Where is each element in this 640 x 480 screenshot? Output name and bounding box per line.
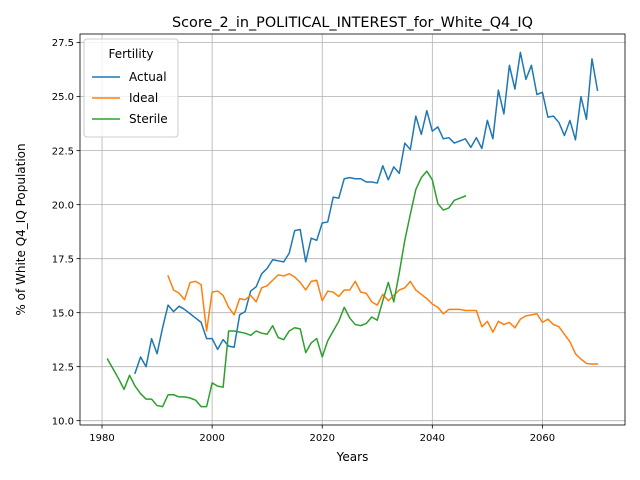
x-axis-ticks: 1980 2000 2020 2040 2060 [89, 425, 555, 444]
y-axis-ticks: 10.0 12.5 15.0 17.5 20.0 22.5 25.0 27.5 [52, 38, 80, 427]
legend-label-sterile: Sterile [129, 112, 168, 126]
plot-series [106, 51, 599, 408]
series-line-actual [134, 51, 599, 375]
legend-label-ideal: Ideal [129, 91, 158, 105]
series-line-ideal [167, 273, 599, 365]
y-axis-label: % of White Q4_IQ Population [14, 143, 28, 315]
x-tick-label: 1980 [89, 433, 114, 444]
x-tick-label: 2020 [309, 433, 334, 444]
plot-area-frame [79, 33, 626, 426]
chart-title: Score_2_in_POLITICAL_INTEREST_for_White_… [172, 15, 533, 31]
grid [80, 34, 625, 425]
legend-title: Fertility [108, 47, 153, 61]
y-tick-label: 27.5 [52, 38, 74, 49]
y-tick-label: 15.0 [52, 308, 74, 319]
legend-label-actual: Actual [129, 70, 167, 84]
legend-entries: Actual Ideal Sterile [92, 70, 168, 126]
series-line-sterile [106, 170, 467, 408]
legend-box [83, 38, 179, 138]
y-tick-label: 10.0 [52, 416, 74, 427]
y-tick-label: 25.0 [52, 92, 74, 103]
x-tick-label: 2060 [530, 433, 555, 444]
y-tick-label: 17.5 [52, 254, 74, 265]
x-tick-label: 2000 [199, 433, 224, 444]
x-axis-label: Years [336, 450, 369, 464]
y-tick-label: 22.5 [52, 146, 74, 157]
y-tick-label: 20.0 [52, 200, 74, 211]
x-tick-label: 2040 [420, 433, 445, 444]
y-tick-label: 12.5 [52, 362, 74, 373]
legend: Fertility Actual Ideal Sterile [83, 38, 179, 138]
